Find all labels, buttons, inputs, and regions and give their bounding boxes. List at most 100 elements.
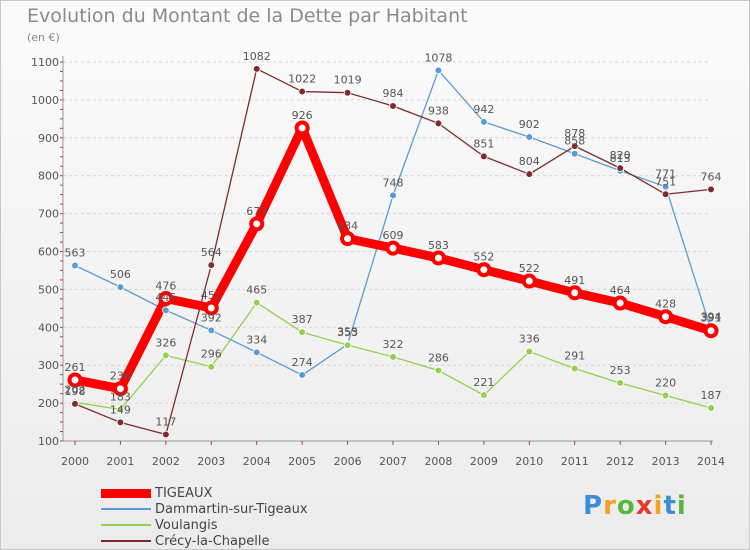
x-tick-label: 2012 — [606, 455, 634, 468]
data-label: 984 — [383, 87, 404, 100]
data-label: 274 — [292, 356, 313, 369]
data-label: 336 — [519, 333, 540, 346]
data-label: 322 — [383, 338, 404, 351]
data-label: 286 — [428, 352, 449, 365]
data-label: 820 — [610, 149, 631, 162]
data-label: 1022 — [288, 73, 316, 86]
data-point — [385, 240, 401, 256]
data-point — [434, 119, 443, 128]
data-point — [616, 379, 624, 387]
x-tick-label: 2014 — [697, 455, 725, 468]
data-label: 858 — [564, 135, 585, 148]
data-label: 942 — [473, 103, 494, 116]
data-label: 609 — [383, 229, 404, 242]
data-label: 902 — [519, 118, 540, 131]
data-label: 764 — [701, 170, 722, 183]
data-point — [612, 295, 628, 311]
data-point — [570, 149, 579, 158]
data-label: 445 — [155, 291, 176, 304]
data-point — [525, 133, 534, 141]
x-tick-label: 2003 — [197, 455, 225, 468]
x-tick-label: 2010 — [515, 455, 543, 468]
data-label: 522 — [519, 262, 540, 275]
data-point — [294, 120, 310, 136]
y-tick-label: 900 — [38, 132, 59, 145]
data-label: 926 — [292, 109, 313, 122]
data-point — [252, 348, 261, 357]
y-tick-label: 700 — [38, 208, 59, 221]
data-label: 464 — [610, 284, 631, 297]
data-label: 220 — [655, 377, 676, 390]
data-point — [71, 400, 79, 408]
legend-item: Voulangis — [101, 517, 308, 533]
data-label: 296 — [201, 348, 222, 361]
data-point — [298, 328, 306, 337]
data-point — [430, 250, 446, 266]
data-point — [480, 118, 488, 126]
data-point — [616, 164, 624, 172]
data-point — [116, 283, 125, 291]
data-point — [434, 366, 443, 375]
x-tick-label: 2007 — [379, 455, 407, 468]
x-tick-label: 2002 — [152, 455, 180, 468]
data-point — [252, 65, 261, 73]
y-tick-label: 200 — [38, 397, 59, 410]
data-label: 563 — [65, 247, 86, 260]
data-point — [480, 391, 488, 399]
data-point — [162, 430, 170, 439]
data-point — [389, 191, 397, 200]
data-label: 261 — [65, 361, 86, 374]
chart-unit: (en €) — [27, 31, 60, 44]
data-point — [112, 381, 128, 397]
legend-swatch — [101, 540, 151, 542]
data-point — [162, 306, 170, 315]
data-label: 326 — [155, 336, 176, 349]
data-label: 202 — [65, 383, 86, 396]
x-tick-label: 2005 — [288, 455, 316, 468]
data-label: 506 — [110, 268, 131, 281]
data-label: 198 — [65, 385, 86, 398]
y-tick-label: 100 — [38, 435, 59, 448]
data-point — [525, 347, 534, 356]
data-label: 491 — [564, 274, 585, 287]
data-label: 476 — [155, 279, 176, 292]
data-point — [476, 262, 492, 278]
data-label: 334 — [246, 333, 267, 346]
data-point — [203, 300, 219, 316]
data-point — [116, 405, 125, 414]
data-label: 851 — [473, 137, 494, 150]
data-label: 183 — [110, 391, 131, 404]
data-point — [525, 170, 534, 178]
legend-label: Crécy-la-Chapelle — [155, 533, 270, 549]
y-tick-label: 1100 — [31, 56, 59, 69]
data-label: 221 — [473, 376, 494, 389]
data-point — [158, 290, 174, 306]
legend: TIGEAUX Dammartin-sur-Tigeaux Voulangis Cré… — [101, 485, 308, 549]
data-label: 238 — [110, 370, 131, 383]
data-point — [298, 87, 306, 96]
proxiti-logo: Proxiti — [583, 491, 687, 521]
data-point — [661, 190, 670, 199]
data-point — [252, 298, 261, 307]
data-label: 451 — [201, 289, 222, 302]
data-point — [67, 372, 83, 388]
data-point — [434, 66, 443, 75]
legend-item: TIGEAUX — [101, 485, 308, 501]
data-label: 1019 — [334, 74, 362, 87]
data-point — [249, 216, 265, 232]
data-label: 187 — [701, 389, 722, 402]
y-tick-label: 1000 — [31, 94, 59, 107]
x-tick-label: 2011 — [561, 455, 589, 468]
data-point — [207, 261, 216, 269]
data-point — [570, 142, 579, 150]
data-label: 1078 — [424, 51, 452, 64]
legend-swatch — [101, 508, 151, 510]
data-label: 804 — [519, 155, 540, 168]
data-label: 878 — [564, 127, 585, 140]
data-label: 552 — [473, 251, 494, 264]
data-point — [707, 404, 715, 412]
data-point — [389, 353, 397, 361]
x-tick-label: 2009 — [470, 455, 498, 468]
data-label: 394 — [701, 311, 722, 324]
